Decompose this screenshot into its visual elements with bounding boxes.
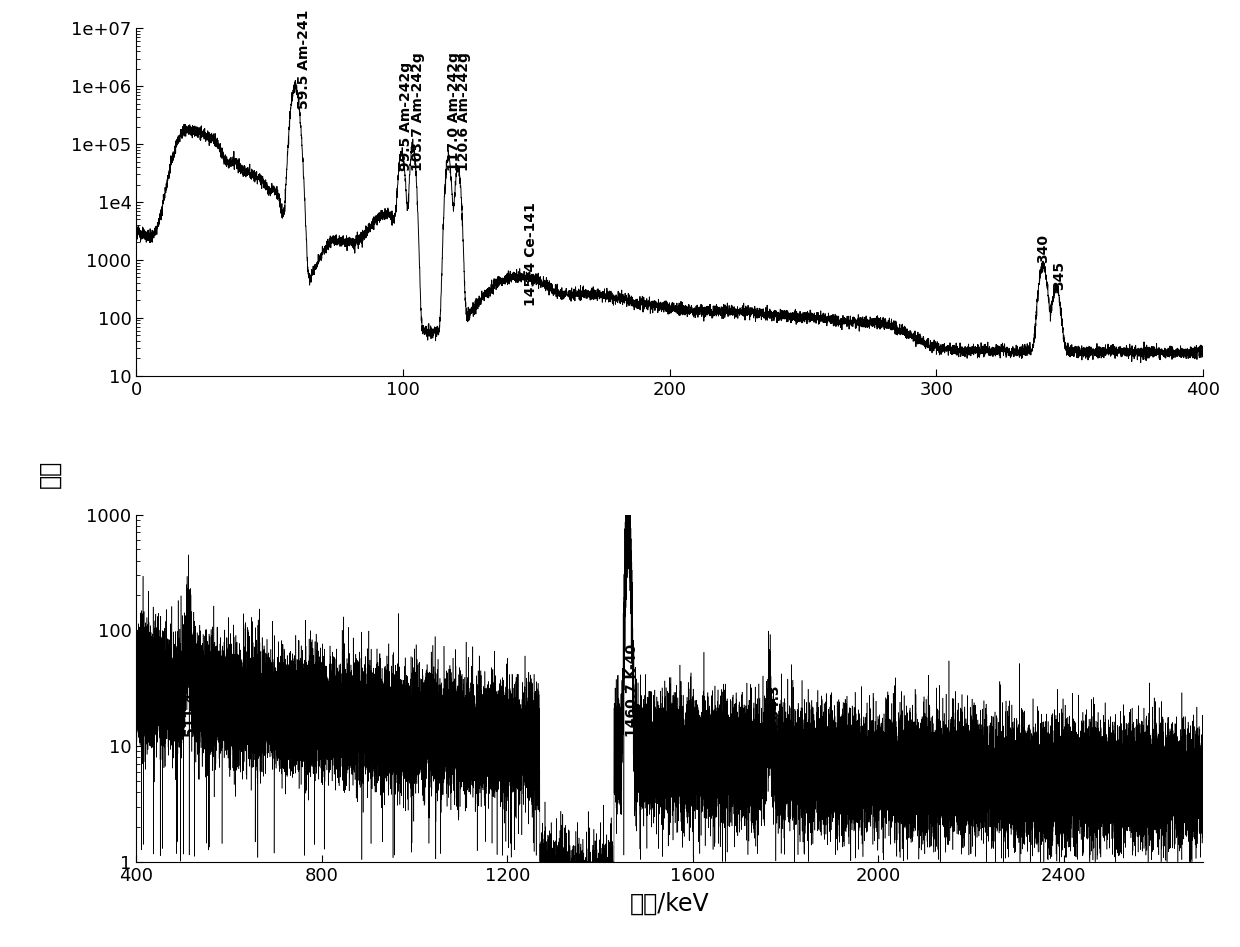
Text: 145.4 Ce-141: 145.4 Ce-141: [525, 202, 538, 306]
Text: 计数: 计数: [37, 459, 62, 488]
Text: 120.6 Am-242g: 120.6 Am-242g: [458, 52, 471, 170]
Text: 59.5 Am-241: 59.5 Am-241: [298, 9, 311, 109]
Text: 1764.3: 1764.3: [766, 683, 780, 737]
Text: 117.0 Am-242g: 117.0 Am-242g: [446, 52, 460, 170]
X-axis label: 能量/keV: 能量/keV: [630, 891, 709, 916]
Text: 99.5 Am-242g: 99.5 Am-242g: [399, 62, 413, 170]
Text: 340: 340: [1035, 234, 1050, 262]
Text: 1460.7 K-40: 1460.7 K-40: [625, 644, 639, 737]
Text: 103.7 Am-242g: 103.7 Am-242g: [410, 52, 424, 170]
Text: 345: 345: [1052, 261, 1066, 290]
Text: 511.4 photon: 511.4 photon: [184, 633, 198, 737]
